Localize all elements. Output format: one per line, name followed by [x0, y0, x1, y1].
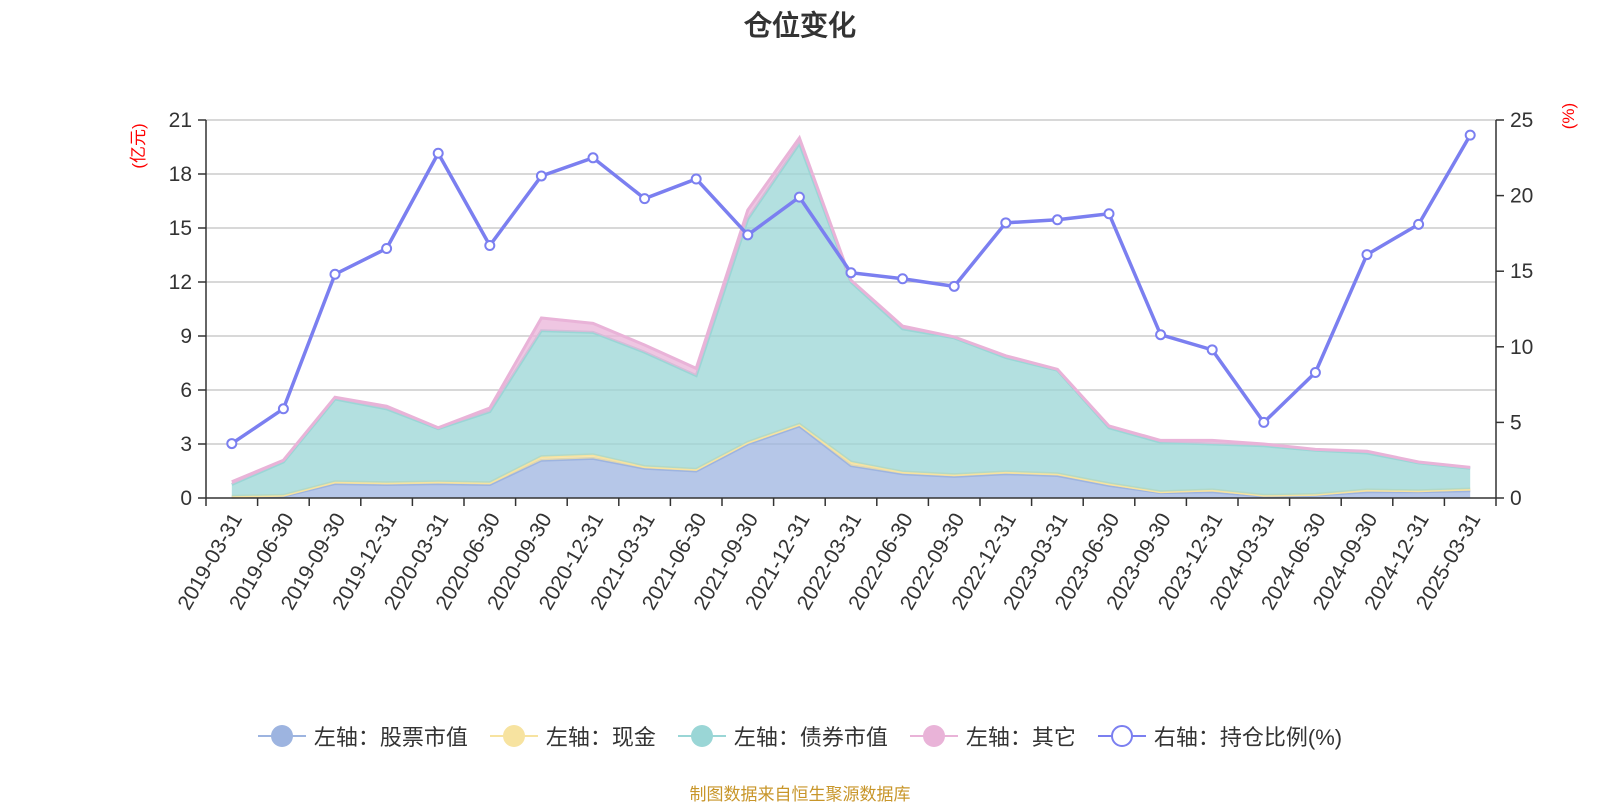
legend-item-2[interactable]: 左轴：债券市值: [677, 720, 888, 752]
line-point: [1464, 129, 1476, 141]
line-point: [226, 438, 238, 450]
line-point: [1258, 416, 1270, 428]
line-point: [1206, 344, 1218, 356]
left-tick-label: 0: [180, 487, 192, 510]
line-point: [793, 191, 805, 203]
line-point: [1000, 217, 1012, 229]
legend-label: 左轴：债券市值: [733, 725, 888, 750]
line-point: [639, 193, 651, 205]
area-series-2: [231, 143, 1471, 497]
legend-label: 右轴：持仓比例(%): [1153, 725, 1343, 750]
legend-swatch: [257, 724, 306, 748]
left-tick-label: 9: [180, 325, 192, 348]
left-tick-label: 15: [169, 217, 192, 240]
line-point: [587, 152, 599, 164]
line-point: [381, 243, 393, 255]
area-series-0: [231, 426, 1471, 498]
line-point: [690, 173, 702, 185]
left-tick-label: 21: [169, 109, 192, 132]
area-line-3: [231, 134, 1471, 484]
right-tick-label: 20: [1510, 185, 1533, 208]
legend-item-4[interactable]: 右轴：持仓比例(%): [1097, 720, 1343, 752]
right-tick-label: 15: [1510, 260, 1533, 283]
line-point: [1155, 329, 1167, 341]
legend-item-3[interactable]: 左轴：其它: [909, 720, 1076, 752]
line-point: [948, 280, 960, 292]
line-point: [897, 273, 909, 285]
legend-label: 左轴：现金: [545, 725, 656, 750]
legend: 左轴：股票市值 左轴：现金 左轴：债券市值 左轴：其它 右轴：持仓比例(%): [0, 720, 1600, 752]
legend-label: 左轴：股票市值: [313, 725, 468, 750]
line-point: [277, 403, 289, 415]
right-tick-label: 25: [1510, 109, 1533, 132]
right-axis-unit: (%): [1559, 103, 1578, 129]
line-point: [1051, 214, 1063, 226]
legend-item-0[interactable]: 左轴：股票市值: [257, 720, 468, 752]
line-point: [535, 170, 547, 182]
left-tick-label: 3: [180, 433, 192, 456]
line-point: [1413, 218, 1425, 230]
left-axis-unit: (亿元): [129, 123, 148, 168]
line-point: [432, 147, 444, 159]
left-tick-label: 6: [180, 379, 192, 402]
left-tick-label: 12: [169, 271, 192, 294]
line-point: [329, 268, 341, 280]
right-tick-label: 10: [1510, 336, 1533, 359]
right-tick-label: 0: [1510, 487, 1522, 510]
left-tick-label: 18: [169, 163, 192, 186]
line-point: [742, 229, 754, 241]
chart-title: 仓位变化: [743, 10, 856, 41]
legend-swatch: [489, 724, 538, 748]
source-note: 制图数据来自恒生聚源数据库: [689, 785, 911, 804]
line-point: [1309, 367, 1321, 379]
legend-swatch: [677, 724, 726, 748]
line-point: [484, 239, 496, 251]
line-point: [1103, 208, 1115, 220]
legend-swatch: [1097, 724, 1146, 748]
legend-item-1[interactable]: 左轴：现金: [489, 720, 656, 752]
right-tick-label: 5: [1510, 411, 1522, 434]
legend-label: 左轴：其它: [965, 725, 1076, 750]
line-point: [1361, 249, 1373, 261]
legend-swatch: [909, 724, 958, 748]
line-point: [845, 267, 857, 279]
